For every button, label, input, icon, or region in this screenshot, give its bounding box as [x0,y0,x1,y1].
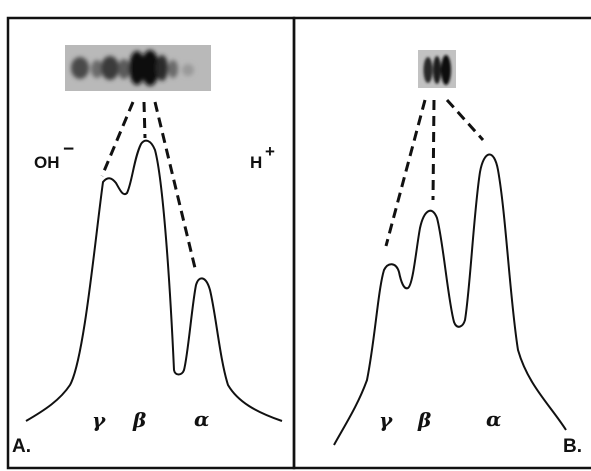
connector-lines-a [100,101,197,269]
densitometry-trace-b [333,153,567,446]
h-superscript: + [265,142,275,161]
panel-a-alpha-label: α [194,407,209,431]
connector-a-beta [142,101,147,139]
panel-b: γ β α B. [292,16,591,470]
panel-b-gamma-label: γ [379,408,393,432]
panel-b-alpha-label: α [486,407,501,431]
panel-b-beta-label: β [417,408,431,432]
connector-a-alpha [153,101,197,269]
oh-superscript: − [63,139,74,160]
panel-a-gamma-label: γ [92,408,106,432]
gel-strip-b [418,50,456,88]
connector-b-beta [431,99,436,201]
panel-b-label: B. [563,436,582,457]
densitometry-trace-a [25,139,283,422]
connector-b-gamma [384,99,427,247]
connector-a-gamma [100,101,135,177]
gel-strip-a [65,45,211,91]
panel-a-label: A. [12,436,31,457]
connector-lines-b [384,98,485,247]
panel-a-beta-label: β [132,408,146,432]
oh-label-text: OH [34,153,60,172]
connector-b-alpha [445,98,485,142]
panel-a: OH − H + γ β α A. [6,16,296,470]
panel-b-frame [292,16,591,470]
oh-label: OH [34,153,60,172]
h-label: H [250,153,262,172]
